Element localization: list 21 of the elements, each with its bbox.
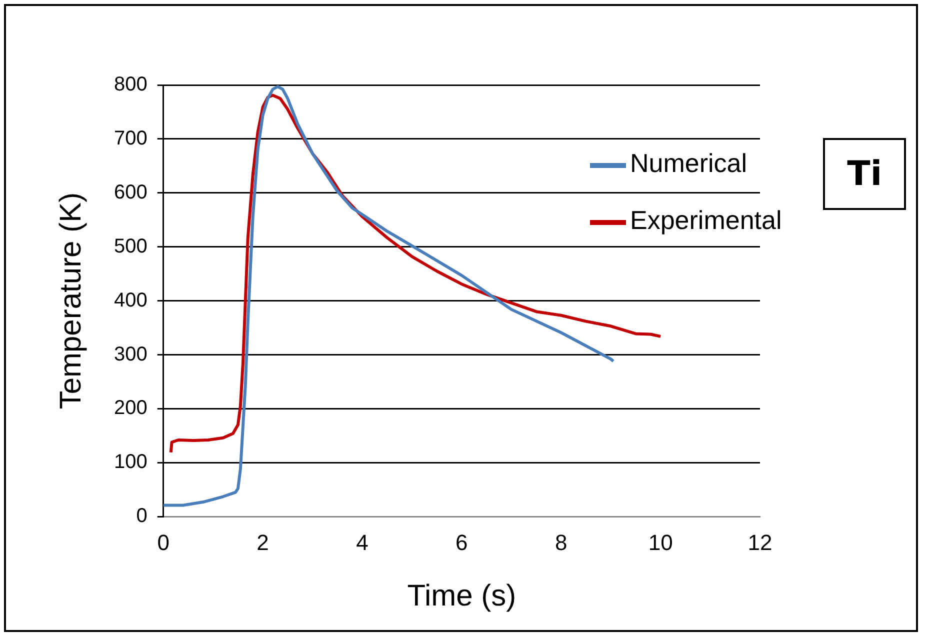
x-tick-label: 12 [748, 530, 772, 555]
y-tick-label: 100 [114, 451, 148, 474]
y-tick-label: 600 [114, 181, 148, 204]
x-tick-label: 10 [648, 530, 673, 555]
x-tick-label: 0 [157, 530, 170, 555]
x-axis-title: Time (s) [407, 579, 516, 612]
x-tick-label: 4 [356, 530, 368, 555]
legend-label: Numerical [630, 148, 748, 178]
y-tick-label: 0 [136, 505, 148, 528]
y-tick-label: 200 [114, 397, 148, 420]
x-tick-label: 2 [256, 530, 269, 555]
y-axis-title: Temperature (K) [54, 192, 88, 410]
y-tick-label: 500 [114, 235, 148, 258]
x-tick-label: 6 [456, 530, 468, 555]
y-tick-label: 300 [114, 343, 148, 366]
y-tick-label: 400 [114, 289, 148, 312]
legend-label: Experimental [630, 205, 782, 236]
y-tick-label: 800 [114, 74, 148, 96]
text: Ti [823, 138, 906, 210]
y-tick-label: 700 [114, 127, 148, 150]
x-tick-label: 8 [555, 530, 568, 555]
